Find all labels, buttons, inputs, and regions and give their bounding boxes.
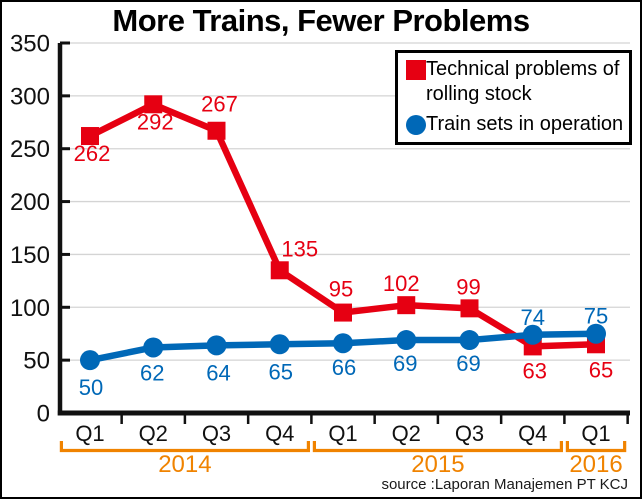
year-label: 2015 (411, 451, 464, 478)
data-point-square (334, 303, 352, 322)
data-point-square (270, 261, 289, 280)
y-axis: 0 50 100 150 200 250 300 350 (10, 31, 70, 428)
data-labels: 262 292 267 135 95 102 99 63 65 (74, 92, 614, 384)
data-label: 75 (584, 304, 608, 329)
data-label: 63 (523, 358, 547, 383)
y-tick-label: 200 (10, 189, 50, 216)
data-point-circle (333, 333, 353, 354)
y-tick-label: 300 (10, 83, 50, 110)
data-point-circle (459, 330, 480, 351)
data-point-circle (522, 324, 543, 345)
data-point-square (207, 121, 226, 140)
data-label: 262 (74, 141, 111, 166)
data-label: 69 (393, 351, 417, 376)
source-attribution: source :Laporan Manajemen PT KCJ (381, 476, 628, 493)
data-label: 66 (332, 355, 356, 380)
legend: Technical problems of rolling stock Train… (395, 50, 632, 145)
data-point-square (144, 95, 163, 114)
data-label: 267 (201, 92, 238, 117)
y-tick-label: 250 (10, 136, 50, 163)
x-tick-label: Q2 (139, 421, 168, 446)
chart-title: More Trains, Fewer Problems (112, 3, 530, 38)
data-label: 50 (79, 375, 103, 400)
data-point-circle (143, 337, 164, 358)
red-square-icon (406, 60, 426, 80)
data-label: 135 (281, 236, 318, 261)
data-label: 69 (456, 351, 480, 376)
x-axis: Q1 Q2 Q3 Q4 Q1 Q2 Q3 Q4 Q1 (57, 410, 630, 446)
data-label: 64 (206, 360, 230, 385)
data-label: 65 (589, 357, 613, 382)
data-label: 102 (383, 271, 420, 296)
blue-circle-icon (406, 115, 426, 135)
data-label: 99 (456, 274, 480, 299)
x-tick-label: Q3 (455, 421, 484, 446)
data-point-square (460, 299, 479, 318)
legend-label: Train sets in operation (426, 113, 624, 135)
data-point-circle (80, 350, 100, 371)
x-tick-label: Q1 (328, 421, 357, 446)
data-labels: 50 62 64 65 66 69 69 74 75 (79, 304, 608, 400)
y-tick-label: 0 (37, 401, 50, 428)
year-label: 2016 (569, 451, 622, 478)
x-tick-label: Q4 (265, 421, 294, 446)
data-point-square (81, 127, 99, 146)
x-tick-label: Q3 (202, 421, 231, 446)
data-label: 292 (137, 109, 174, 134)
legend-label: Technical problems of rolling stock (426, 58, 620, 105)
x-tick-label: Q2 (392, 421, 421, 446)
data-point-circle (269, 334, 290, 355)
x-tick-label: Q1 (75, 421, 104, 446)
x-tick-label: Q1 (581, 421, 610, 446)
y-tick-label: 150 (10, 242, 50, 269)
data-label: 62 (140, 360, 164, 385)
data-point-circle (396, 330, 417, 351)
data-label: 95 (329, 277, 353, 302)
data-point-square (397, 296, 416, 315)
y-tick-label: 350 (10, 31, 50, 58)
data-point-circle (586, 323, 606, 344)
data-label: 65 (269, 359, 293, 384)
legend-item-train-sets: Train sets in operation (406, 112, 627, 137)
data-label: 74 (521, 305, 545, 330)
data-point-circle (206, 335, 227, 356)
year-label: 2014 (158, 451, 211, 478)
y-tick-label: 50 (23, 348, 50, 375)
legend-item-technical-problems: Technical problems of rolling stock (406, 57, 627, 107)
year-brackets: 2014 2015 2016 (59, 441, 627, 478)
y-tick-label: 100 (10, 295, 50, 322)
series-train-sets (80, 323, 606, 371)
x-tick-label: Q4 (518, 421, 547, 446)
